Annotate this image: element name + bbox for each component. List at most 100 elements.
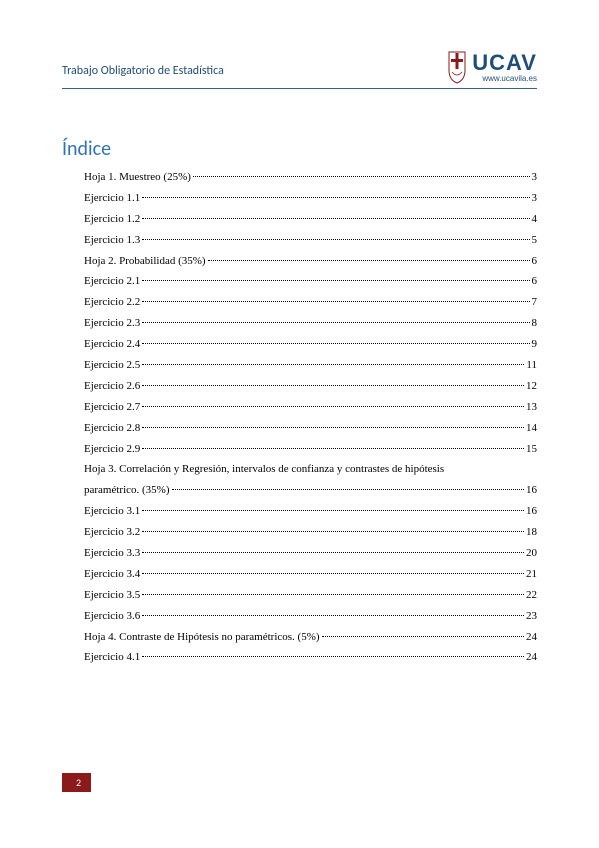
toc-label: Ejercicio 1.1 bbox=[84, 188, 140, 209]
toc-leader bbox=[142, 656, 524, 657]
page-number-badge: 2 bbox=[62, 773, 91, 792]
toc-leader bbox=[142, 531, 524, 532]
toc-leader bbox=[142, 343, 529, 344]
toc-entry: Ejercicio 2.1 6 bbox=[84, 271, 537, 292]
toc-entry: Ejercicio 2.49 bbox=[84, 334, 537, 355]
toc-leader bbox=[142, 573, 524, 574]
toc-page-num: 21 bbox=[526, 564, 537, 585]
page-number: 2 bbox=[76, 776, 81, 789]
toc-label: Ejercicio 3.3 bbox=[84, 543, 140, 564]
toc-leader bbox=[208, 260, 530, 261]
toc-page-num: 6 bbox=[532, 251, 538, 272]
toc: Hoja 1. Muestreo (25%)3Ejercicio 1.13Eje… bbox=[62, 167, 537, 668]
logo: UCAV www.ucavila.es bbox=[446, 50, 537, 84]
toc-label: Ejercicio 2.9 bbox=[84, 439, 140, 460]
document-title: Trabajo Obligatorio de Estadística bbox=[62, 64, 224, 84]
toc-leader bbox=[142, 218, 529, 219]
toc-label: Hoja 1. Muestreo (25%) bbox=[84, 167, 191, 188]
toc-leader bbox=[142, 197, 529, 198]
toc-page-num: 24 bbox=[526, 647, 537, 668]
toc-entry: Ejercicio 2.6 12 bbox=[84, 376, 537, 397]
toc-entry: Ejercicio 2.3 8 bbox=[84, 313, 537, 334]
toc-entry: Ejercicio 3.1 16 bbox=[84, 501, 537, 522]
toc-label: Ejercicio 2.1 bbox=[84, 271, 140, 292]
toc-label: Ejercicio 2.8 bbox=[84, 418, 140, 439]
toc-label: Ejercicio 2.2 bbox=[84, 292, 140, 313]
toc-leader bbox=[193, 176, 530, 177]
toc-page-num: 9 bbox=[532, 334, 538, 355]
toc-leader bbox=[142, 385, 524, 386]
toc-page-num: 14 bbox=[526, 418, 537, 439]
toc-leader bbox=[142, 552, 524, 553]
toc-label: Ejercicio 2.6 bbox=[84, 376, 140, 397]
toc-label: Hoja 2. Probabilidad (35%) bbox=[84, 251, 206, 272]
toc-leader bbox=[142, 448, 524, 449]
toc-page-num: 24 bbox=[526, 627, 537, 648]
toc-label: Hoja 4. Contraste de Hipótesis no paramé… bbox=[84, 627, 320, 648]
toc-entry: Ejercicio 2.9 15 bbox=[84, 439, 537, 460]
toc-leader bbox=[142, 594, 524, 595]
toc-page-num: 4 bbox=[532, 209, 538, 230]
toc-entry: paramétrico. (35%) 16 bbox=[84, 480, 537, 501]
toc-page-num: 3 bbox=[532, 188, 538, 209]
toc-entry: Ejercicio 1.2 4 bbox=[84, 209, 537, 230]
toc-page-num: 6 bbox=[532, 271, 538, 292]
toc-page-num: 3 bbox=[532, 167, 538, 188]
toc-page-num: 11 bbox=[526, 355, 537, 376]
toc-leader bbox=[142, 301, 529, 302]
toc-entry: Ejercicio 3.5 22 bbox=[84, 585, 537, 606]
toc-entry: Ejercicio 3.421 bbox=[84, 564, 537, 585]
toc-entry: Hoja 4. Contraste de Hipótesis no paramé… bbox=[84, 627, 537, 648]
toc-label: Ejercicio 3.1 bbox=[84, 501, 140, 522]
toc-entry: Ejercicio 1.1 3 bbox=[84, 188, 537, 209]
toc-label: Ejercicio 3.5 bbox=[84, 585, 140, 606]
toc-page-num: 16 bbox=[526, 501, 537, 522]
toc-page-num: 7 bbox=[532, 292, 538, 313]
toc-leader bbox=[142, 280, 529, 281]
toc-label: Ejercicio 4.1 bbox=[84, 647, 140, 668]
toc-entry: Ejercicio 4.1 24 bbox=[84, 647, 537, 668]
toc-entry: Ejercicio 3.6 23 bbox=[84, 606, 537, 627]
toc-leader bbox=[142, 427, 524, 428]
logo-main-text: UCAV bbox=[472, 52, 537, 74]
toc-entry: Ejercicio 2.7 13 bbox=[84, 397, 537, 418]
toc-entry: Hoja 2. Probabilidad (35%) 6 bbox=[84, 251, 537, 272]
logo-text: UCAV www.ucavila.es bbox=[472, 52, 537, 83]
toc-page-num: 23 bbox=[526, 606, 537, 627]
toc-page-num: 15 bbox=[526, 439, 537, 460]
toc-leader bbox=[172, 489, 524, 490]
toc-leader bbox=[142, 406, 524, 407]
toc-leader bbox=[142, 364, 524, 365]
toc-entry: Ejercicio 3.2 18 bbox=[84, 522, 537, 543]
toc-leader bbox=[142, 239, 529, 240]
toc-label: Ejercicio 3.2 bbox=[84, 522, 140, 543]
toc-label: Ejercicio 2.3 bbox=[84, 313, 140, 334]
toc-leader bbox=[142, 322, 529, 323]
toc-leader bbox=[142, 615, 524, 616]
toc-page-num: 13 bbox=[526, 397, 537, 418]
toc-page-num: 22 bbox=[526, 585, 537, 606]
toc-label: Ejercicio 1.2 bbox=[84, 209, 140, 230]
toc-label: Ejercicio 2.5 bbox=[84, 355, 140, 376]
toc-page-num: 20 bbox=[526, 543, 537, 564]
toc-label: Ejercicio 1.3 bbox=[84, 230, 140, 251]
shield-icon bbox=[446, 50, 468, 84]
toc-leader bbox=[322, 636, 524, 637]
toc-entry: Ejercicio 2.2 7 bbox=[84, 292, 537, 313]
toc-entry: Hoja 1. Muestreo (25%) 3 bbox=[84, 167, 537, 188]
toc-entry: Ejercicio 3.3 20 bbox=[84, 543, 537, 564]
toc-page-num: 12 bbox=[526, 376, 537, 397]
toc-page-num: 5 bbox=[532, 230, 538, 251]
toc-entry: Ejercicio 1.3 5 bbox=[84, 230, 537, 251]
toc-page-num: 8 bbox=[532, 313, 538, 334]
toc-page-num: 16 bbox=[526, 480, 537, 501]
toc-label: paramétrico. (35%) bbox=[84, 480, 170, 501]
toc-label: Ejercicio 2.7 bbox=[84, 397, 140, 418]
toc-label: Ejercicio 3.6 bbox=[84, 606, 140, 627]
toc-page-num: 18 bbox=[526, 522, 537, 543]
logo-sub-text: www.ucavila.es bbox=[472, 75, 537, 83]
page: Trabajo Obligatorio de Estadística UCAV … bbox=[0, 0, 599, 848]
toc-entry: Hoja 3. Correlación y Regresión, interva… bbox=[84, 459, 537, 480]
toc-title: Índice bbox=[62, 137, 537, 161]
toc-entry: Ejercicio 2.5 11 bbox=[84, 355, 537, 376]
